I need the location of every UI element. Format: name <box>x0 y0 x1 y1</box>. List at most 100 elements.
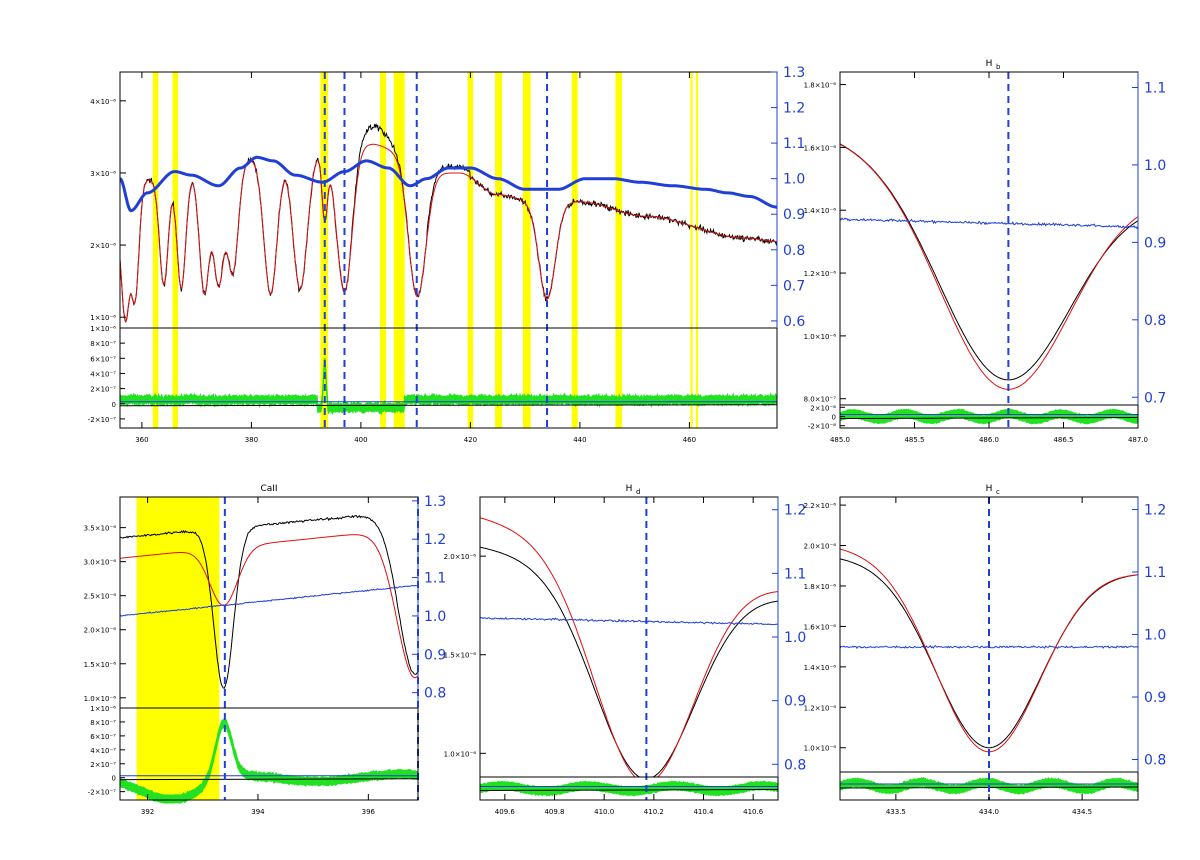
ratio-tick-label: 0.8 <box>1144 753 1166 769</box>
flux-tick-label: 1.2×10⁻⁶ <box>804 270 837 278</box>
flux-tick-label: 1.4×10⁻⁶ <box>804 207 837 215</box>
plot-frame <box>839 71 1139 429</box>
flux-tick-label: 1.8×10⁻⁶ <box>804 583 837 591</box>
ratio-tick-label: 0.9 <box>784 694 806 710</box>
x-tick-label: 409.8 <box>544 808 564 816</box>
panel-title-subscript: c <box>996 488 1000 496</box>
flux-tick-label: 1.8×10⁻⁶ <box>804 82 837 90</box>
residual-tick-label: 1×10⁻⁶ <box>90 325 116 333</box>
flux-tick-label: 1.4×10⁻⁶ <box>804 664 837 672</box>
residual-tick-label: 0 <box>832 414 836 422</box>
flux-tick-label: 3.5×10⁻⁶ <box>84 525 117 533</box>
observed-spectrum-line <box>839 143 1139 381</box>
residual-band <box>479 780 779 797</box>
residual-tick-label: 4×10⁻⁷ <box>90 370 116 378</box>
masked-region <box>495 72 503 428</box>
panel-hg: 433.5 434.0 434.5 1.0×10⁻⁶ 1.2×10⁻⁶ 1.4×10⁻⁶ 1… <box>804 484 1167 816</box>
panel-title: CaII <box>260 484 277 494</box>
x-tick-label: 380 <box>245 436 258 444</box>
residual-ref-line <box>839 417 1139 419</box>
masked-region <box>522 72 531 428</box>
ratio-tick-label: 1.1 <box>1144 80 1166 96</box>
ratio-tick-label: 0.7 <box>1144 390 1166 406</box>
residual-ref-line <box>479 789 779 791</box>
x-tick-label: 410.2 <box>644 808 664 816</box>
residual-tick-label: 1×10⁻⁶ <box>90 705 116 713</box>
ratio-tick-label: 0.8 <box>783 243 805 259</box>
flux-tick-label: 2.0×10⁻⁶ <box>444 553 477 561</box>
residual-tick-label: -2×10⁻⁷ <box>88 416 116 424</box>
ratio-line <box>119 155 777 213</box>
ratio-tick-label: 0.8 <box>424 686 446 702</box>
plot-frame <box>479 496 779 801</box>
ratio-tick-label: 0.9 <box>783 207 805 223</box>
x-tick-label: 392 <box>141 808 154 816</box>
x-tick-label: 440 <box>573 436 586 444</box>
x-tick-label: 410.0 <box>594 808 614 816</box>
ratio-tick-label: 1.2 <box>424 532 446 548</box>
plot-frame <box>119 71 778 429</box>
x-tick-label: 400 <box>354 436 367 444</box>
masked-region <box>571 72 578 428</box>
x-tick-label: 396 <box>362 808 376 816</box>
ratio-line <box>839 217 1139 230</box>
ratio-tick-label: 1.1 <box>424 571 446 587</box>
flux-tick-label: 1.6×10⁻⁶ <box>804 623 837 631</box>
ratio-tick-label: 0.8 <box>1144 313 1166 329</box>
panel-title: H <box>986 484 993 494</box>
x-tick-label: 420 <box>464 436 477 444</box>
residual-tick-label: 6×10⁻⁷ <box>90 733 116 741</box>
ratio-tick-label: 1.1 <box>783 136 805 152</box>
ratio-tick-label: 0.6 <box>783 314 805 330</box>
ratio-tick-label: 1.0 <box>1144 158 1166 174</box>
masked-region <box>690 72 693 428</box>
masked-region <box>320 72 329 428</box>
ratio-tick-label: 1.2 <box>784 503 806 519</box>
ratio-tick-label: 1.0 <box>1144 628 1166 644</box>
residual-tick-label: 0 <box>112 775 116 783</box>
flux-tick-label: 1.0×10⁻⁶ <box>444 750 477 758</box>
panel-title: H <box>626 484 633 494</box>
flux-tick-label: 1.0×10⁻⁶ <box>804 745 837 753</box>
x-tick-label: 486.0 <box>979 436 999 444</box>
residual-tick-label: 0 <box>112 401 116 409</box>
residual-tick-label: 2×10⁻⁷ <box>90 761 116 769</box>
x-tick-label: 410.6 <box>743 808 764 816</box>
model-spectrum-line <box>839 548 1138 753</box>
flux-tick-label: 2×10⁻⁶ <box>90 242 116 250</box>
panel-full: 360 380 400 420 440 460 1×10⁻⁶ 2×10⁻⁶ 3×10⁻⁶ 4×10… <box>88 65 806 444</box>
flux-tick-label: 1.0×10⁻⁶ <box>804 333 837 341</box>
flux-tick-label: 3×10⁻⁶ <box>90 170 116 178</box>
ratio-line <box>479 616 779 626</box>
ratio-tick-label: 0.9 <box>424 647 446 663</box>
flux-tick-label: 1.5×10⁻⁶ <box>444 652 477 660</box>
x-tick-label: 434.5 <box>1072 808 1092 816</box>
ratio-tick-label: 1.0 <box>424 609 446 625</box>
ratio-tick-label: 1.1 <box>784 566 806 582</box>
residual-tick-label: 4×10⁻⁷ <box>90 747 116 755</box>
residual-band <box>839 408 1139 425</box>
panel-title-subscript: b <box>996 63 1001 71</box>
flux-tick-label: 4×10⁻⁶ <box>90 98 116 106</box>
residual-tick-label: 2×10⁻⁸ <box>810 404 836 412</box>
ratio-tick-label: 1.0 <box>783 172 805 188</box>
model-spectrum-line <box>119 534 419 679</box>
residual-tick-label: 8×10⁻⁷ <box>90 719 116 727</box>
ratio-tick-label: 1.3 <box>783 65 805 81</box>
ratio-tick-label: 1.1 <box>1144 565 1166 581</box>
flux-tick-label: 2.0×10⁻⁶ <box>84 627 117 635</box>
x-tick-label: 433.5 <box>886 808 906 816</box>
ratio-line <box>119 584 419 617</box>
observed-spectrum-line <box>479 546 779 778</box>
observed-spectrum-line <box>119 514 419 689</box>
ratio-tick-label: 1.3 <box>424 494 446 510</box>
x-tick-label: 487.0 <box>1128 436 1148 444</box>
ratio-tick-label: 0.7 <box>783 278 805 294</box>
x-tick-label: 460 <box>683 436 696 444</box>
residual-tick-label: 2×10⁻⁷ <box>90 386 116 394</box>
flux-tick-label: 1.5×10⁻⁶ <box>84 661 117 669</box>
flux-tick-label: 1.6×10⁻⁶ <box>804 144 837 152</box>
x-tick-label: 409.6 <box>495 808 516 816</box>
x-tick-label: 410.4 <box>693 808 714 816</box>
